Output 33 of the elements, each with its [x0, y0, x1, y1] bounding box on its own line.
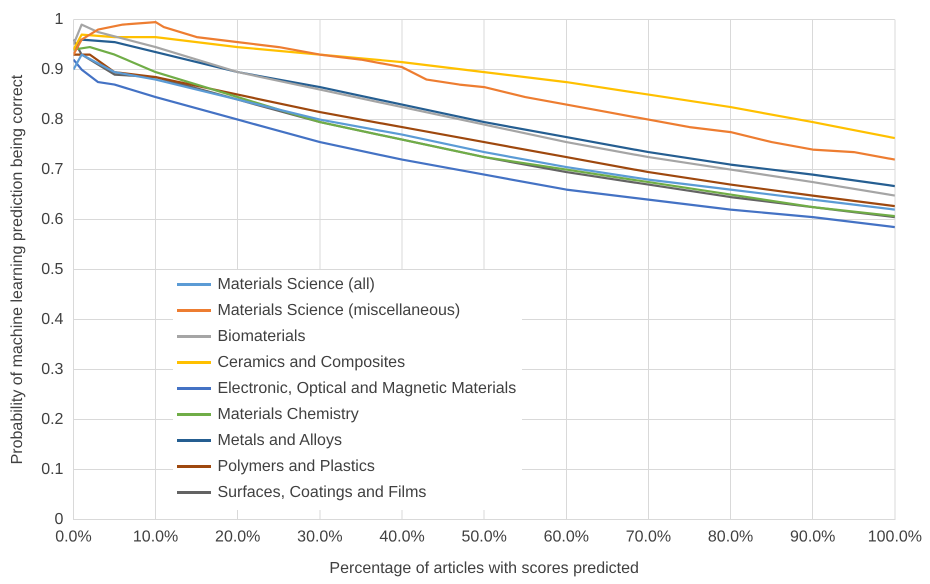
x-tick-label: 70.0% [626, 528, 672, 546]
x-tick-label: 0.0% [55, 528, 92, 546]
legend-label: Materials Chemistry [217, 404, 359, 425]
x-tick-label: 10.0% [132, 528, 178, 546]
x-tick-label: 80.0% [708, 528, 754, 546]
y-tick-label: 0.4 [41, 311, 64, 328]
legend-label: Metals and Alloys [217, 430, 342, 451]
legend-label: Electronic, Optical and Magnetic Materials [217, 378, 516, 399]
x-tick-label: 30.0% [297, 528, 343, 546]
legend-label: Materials Science (miscellaneous) [217, 300, 460, 321]
legend-label: Ceramics and Composites [217, 352, 406, 373]
y-tick-label: 0.6 [41, 211, 64, 228]
legend-label: Materials Science (all) [217, 274, 375, 295]
legend-label: Biomaterials [217, 326, 306, 347]
y-tick-label: 0.2 [41, 411, 64, 428]
x-tick-label: 90.0% [790, 528, 836, 546]
y-tick-label: 0.3 [41, 361, 64, 378]
x-tick-label: 60.0% [544, 528, 589, 546]
y-tick-label: 0.8 [41, 111, 64, 128]
y-tick-label: 0.1 [41, 461, 64, 478]
x-tick-label: 20.0% [215, 528, 260, 546]
y-tick-label: 0 [54, 511, 64, 528]
x-axis-title: Percentage of articles with scores predicted [329, 560, 639, 577]
y-axis-title: Probability of machine learning prediction being correct [9, 74, 26, 464]
y-tick-label: 0.9 [41, 61, 64, 78]
x-tick-label: 40.0% [379, 528, 425, 546]
legend-label: Surfaces, Coatings and Films [217, 482, 426, 503]
x-tick-label: 100.0% [868, 528, 922, 546]
y-tick-label: 1 [54, 11, 64, 28]
x-tick-label: 50.0% [461, 528, 507, 546]
y-tick-label: 0.7 [41, 161, 64, 178]
y-tick-label: 0.5 [41, 261, 64, 278]
legend-label: Polymers and Plastics [217, 456, 375, 477]
